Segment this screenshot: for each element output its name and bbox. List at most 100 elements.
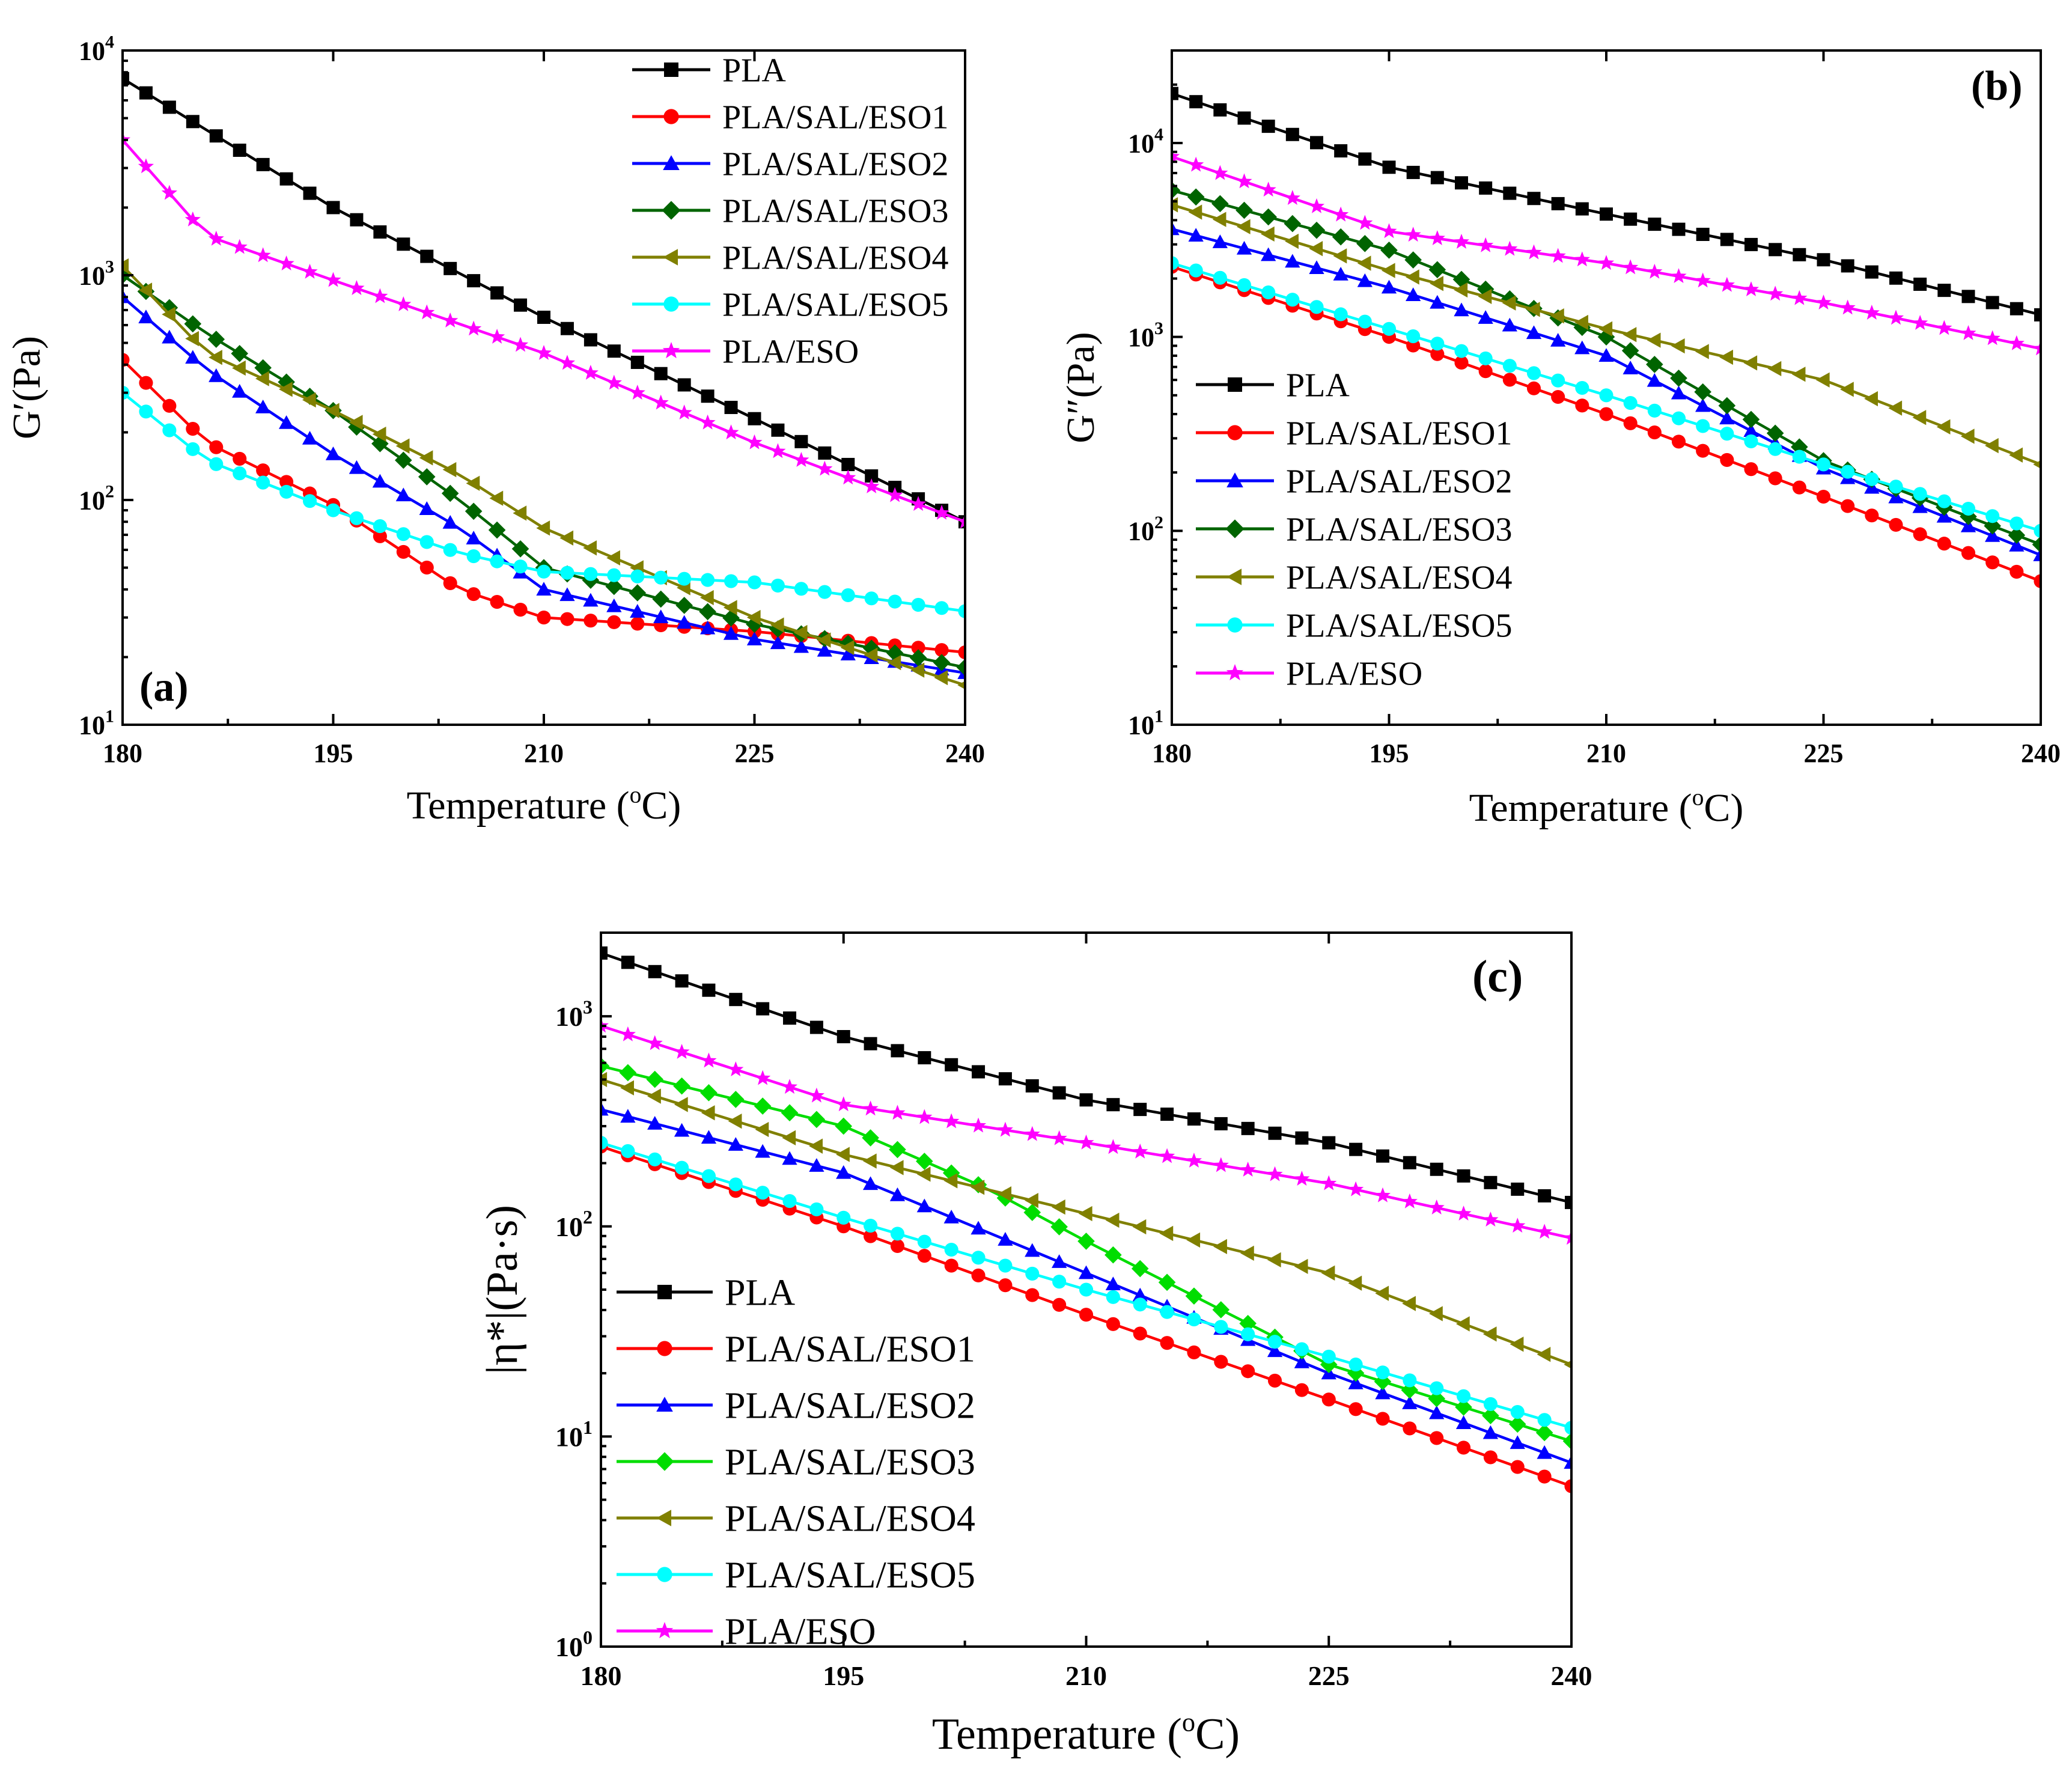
legend-label-pla-sal-eso3: PLA/SAL/ESO3 bbox=[722, 193, 949, 230]
data-point-pla-eso bbox=[1267, 1166, 1283, 1181]
series-line-pla-sal-eso4 bbox=[601, 1078, 1571, 1366]
x-axis-title: Temperature (oC) bbox=[932, 1707, 1240, 1759]
data-point-pla-sal-eso5 bbox=[998, 1258, 1013, 1273]
data-point-pla-sal-eso5 bbox=[1309, 300, 1324, 314]
data-point-pla-sal-eso5 bbox=[1348, 1358, 1363, 1372]
legend-label-pla-sal-eso3: PLA/SAL/ESO3 bbox=[725, 1442, 975, 1483]
data-point-pla-sal-eso2 bbox=[728, 1137, 743, 1151]
data-point-pla-eso bbox=[864, 478, 880, 493]
data-point-pla-eso bbox=[1348, 1181, 1364, 1196]
data-point-pla-sal-eso3 bbox=[1380, 242, 1398, 259]
data-point-pla-sal-eso3 bbox=[629, 584, 647, 602]
data-point-pla-sal-eso1 bbox=[864, 1229, 878, 1243]
legend-label-pla-sal-eso1: PLA/SAL/ESO1 bbox=[722, 99, 949, 136]
data-point-pla-sal-eso5 bbox=[1671, 411, 1686, 425]
data-point-pla-sal-eso3 bbox=[1077, 1233, 1095, 1250]
data-point-pla-sal-eso4 bbox=[782, 1130, 796, 1145]
data-point-pla-eso bbox=[1574, 251, 1590, 267]
data-point-pla-eso bbox=[1550, 248, 1566, 263]
y-tick-label: 103 bbox=[1128, 319, 1163, 352]
data-point-pla-sal-eso2 bbox=[1526, 325, 1542, 340]
data-point-pla-sal-eso2 bbox=[889, 1187, 906, 1201]
data-point-pla-sal-eso5 bbox=[1241, 1327, 1255, 1341]
data-point-pla-eso bbox=[208, 230, 224, 246]
data-point-pla-eso bbox=[889, 1105, 906, 1120]
data-point-pla-sal-eso4 bbox=[1051, 1199, 1065, 1215]
legend-label-pla-sal-eso4: PLA/SAL/ESO4 bbox=[1286, 559, 1513, 597]
data-point-pla-eso bbox=[2032, 340, 2041, 356]
data-point-pla-sal-eso2 bbox=[536, 582, 552, 596]
data-point-pla-sal-eso2 bbox=[1623, 361, 1638, 374]
data-point-pla-sal-eso4 bbox=[1502, 295, 1516, 311]
data-point-pla-sal-eso3 bbox=[916, 1153, 933, 1170]
legend-label-pla-sal-eso3: PLA/SAL/ESO3 bbox=[1286, 511, 1513, 549]
data-point-pla-sal-eso2 bbox=[2009, 537, 2025, 552]
data-point-pla-sal-eso3 bbox=[1428, 1390, 1445, 1407]
data-point-pla-sal-eso2 bbox=[840, 647, 856, 660]
data-point-pla-sal-eso4 bbox=[1695, 344, 1709, 359]
data-point-pla-eso bbox=[1132, 1143, 1148, 1159]
data-point-pla-eso bbox=[817, 460, 833, 476]
data-point-pla bbox=[783, 1011, 797, 1025]
data-point-pla-sal-eso5 bbox=[1321, 1349, 1336, 1364]
y-tick-label: 104 bbox=[1128, 125, 1163, 159]
data-point-pla-sal-eso1 bbox=[1430, 1431, 1444, 1445]
data-point-pla-eso bbox=[1172, 148, 1180, 163]
data-point-pla-sal-eso4 bbox=[232, 360, 246, 376]
data-point-pla bbox=[1187, 1112, 1201, 1126]
data-point-pla-sal-eso1 bbox=[1267, 1373, 1282, 1388]
data-point-pla-sal-eso5 bbox=[1985, 509, 2000, 523]
legend-label-pla: PLA bbox=[1286, 367, 1350, 404]
data-point-pla-sal-eso5 bbox=[1537, 1413, 1552, 1427]
data-point-pla-sal-eso3 bbox=[727, 1091, 745, 1108]
legend-label-pla-sal-eso1: PLA/SAL/ESO1 bbox=[725, 1329, 975, 1370]
data-point-pla-sal-eso2 bbox=[583, 593, 599, 607]
data-point-pla-sal-eso4 bbox=[1357, 255, 1371, 271]
data-point-pla bbox=[1025, 1079, 1039, 1093]
data-point-pla-sal-eso2 bbox=[255, 399, 271, 413]
data-point-pla-sal-eso5 bbox=[1357, 314, 1372, 329]
legend: PLA PLA/SAL/ESO1 PLA/SAL/ESO2 PLA/SAL/ESO3 P… bbox=[632, 52, 949, 371]
data-point-pla-eso bbox=[1671, 268, 1687, 284]
data-point-pla-sal-eso4 bbox=[998, 1186, 1012, 1202]
data-point-pla-sal-eso4 bbox=[1482, 1326, 1497, 1342]
data-point-pla-sal-eso4 bbox=[185, 331, 199, 347]
data-point-pla-sal-eso5 bbox=[349, 511, 364, 525]
legend-marker-pla-sal-eso5 bbox=[657, 1567, 672, 1582]
data-point-pla-sal-eso5 bbox=[1483, 1397, 1498, 1411]
data-point-pla-sal-eso3 bbox=[1404, 251, 1422, 269]
data-point-pla bbox=[584, 333, 597, 347]
data-point-pla bbox=[2034, 308, 2041, 322]
y-tick-label: 102 bbox=[1128, 513, 1163, 546]
data-point-pla-sal-eso1 bbox=[513, 603, 528, 617]
data-point-pla-sal-eso3 bbox=[1284, 215, 1302, 233]
legend-label-pla-eso: PLA/ESO bbox=[725, 1612, 876, 1653]
data-point-pla-sal-eso2 bbox=[943, 1209, 959, 1224]
data-point-pla-sal-eso5 bbox=[794, 582, 808, 596]
data-point-pla-sal-eso5 bbox=[1510, 1405, 1525, 1419]
legend-label-pla-sal-eso2: PLA/SAL/ESO2 bbox=[1286, 463, 1513, 501]
data-point-pla-sal-eso4 bbox=[862, 1153, 877, 1169]
data-point-pla-sal-eso4 bbox=[209, 350, 222, 365]
data-point-pla-sal-eso2 bbox=[701, 1130, 717, 1144]
data-point-pla-sal-eso3 bbox=[1766, 424, 1784, 442]
data-point-pla-sal-eso1 bbox=[2010, 564, 2024, 579]
x-tick-label: 240 bbox=[945, 739, 985, 768]
data-point-pla bbox=[677, 378, 691, 392]
data-point-pla bbox=[771, 423, 785, 437]
panel-a-chart: 180 195 210 225 240 101 102 103 104 Temperature (… bbox=[5, 32, 985, 828]
data-point-pla-sal-eso4 bbox=[1348, 1275, 1362, 1291]
data-point-pla-sal-eso1 bbox=[419, 560, 434, 575]
legend-label-pla-sal-eso5: PLA/SAL/ESO5 bbox=[722, 287, 949, 324]
data-point-pla-sal-eso2 bbox=[723, 626, 739, 640]
data-point-pla-sal-eso4 bbox=[395, 438, 410, 454]
data-point-pla-sal-eso4 bbox=[1402, 1296, 1416, 1311]
data-point-pla-sal-eso4 bbox=[910, 662, 925, 678]
data-point-pla bbox=[1160, 1108, 1174, 1121]
data-point-pla bbox=[998, 1072, 1012, 1086]
data-point-pla-sal-eso5 bbox=[1599, 388, 1613, 403]
data-point-pla bbox=[1268, 1126, 1282, 1140]
data-point-pla-sal-eso4 bbox=[1791, 367, 1806, 382]
data-point-pla-sal-eso4 bbox=[943, 1173, 958, 1189]
